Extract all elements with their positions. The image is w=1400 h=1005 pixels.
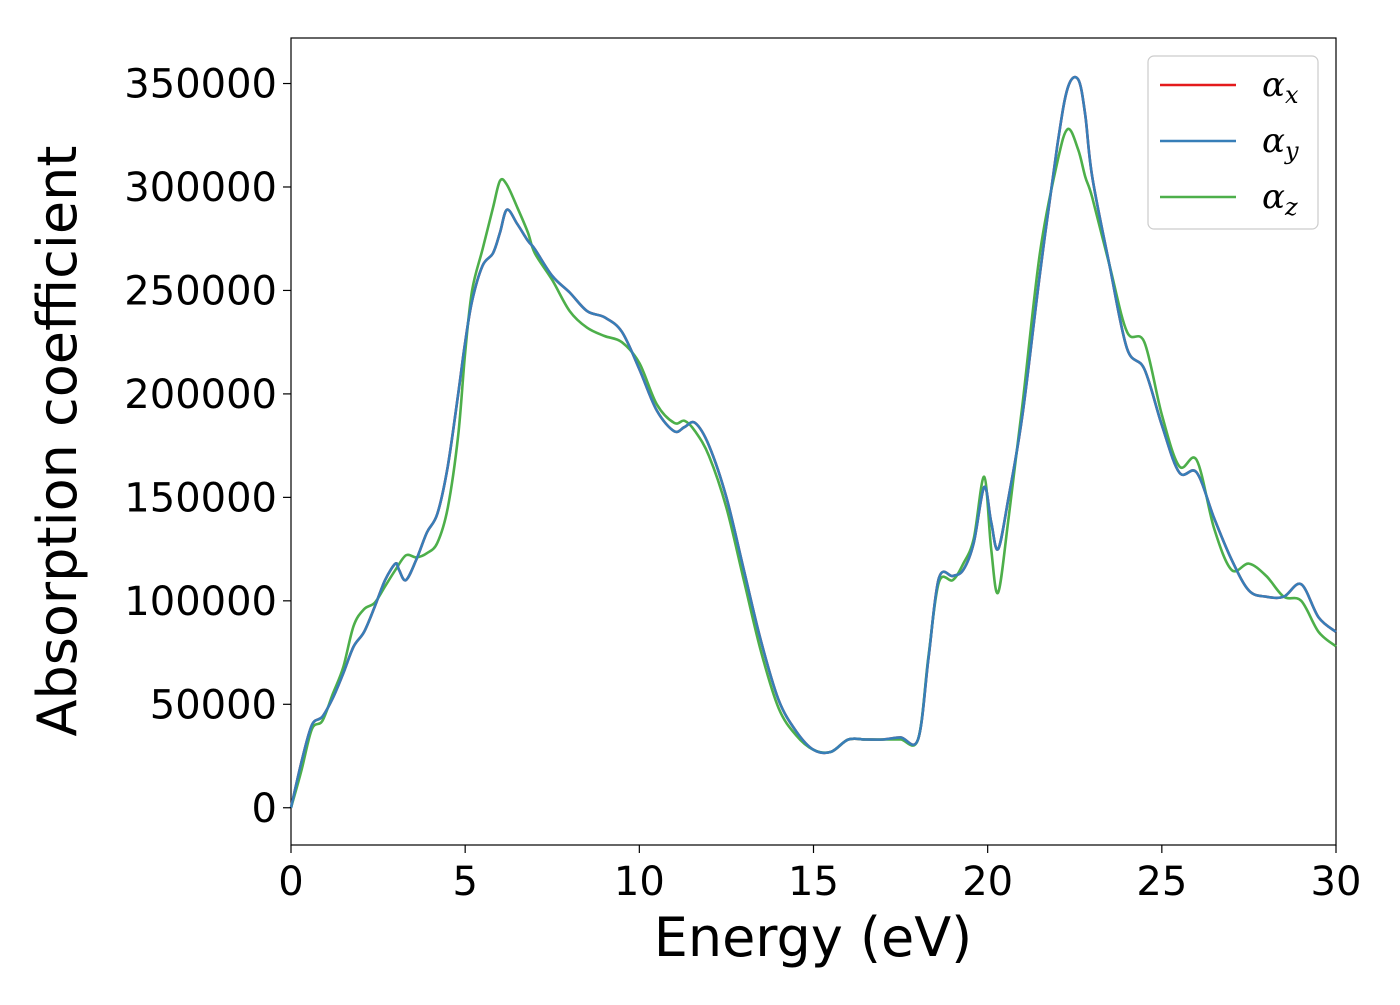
y-tick-label: 250000 [124,268,277,314]
y-tick-label: 300000 [124,165,277,211]
x-axis-label: Energy (eV) [654,906,973,969]
legend-label-z: αz [1262,177,1298,221]
y-tick-label: 350000 [124,62,277,108]
x-tick-label: 5 [452,859,477,905]
series-lines [289,75,1337,809]
y-axis-label: Absorption coefficient [26,146,89,737]
x-tick-label: 15 [788,859,839,905]
y-tick-label: 100000 [124,579,277,625]
x-axis-ticks: 0 5 10 15 20 25 30 [278,845,1361,905]
series-line-y [289,75,1337,809]
x-tick-label: 0 [278,859,303,905]
legend-box [1147,55,1319,230]
legend: αx αy αz [1147,55,1319,230]
y-tick-label: 200000 [124,372,277,418]
y-axis-ticks: 0 50000 100000 150000 200000 250000 300000 3500… [124,62,291,832]
y-tick-label: 50000 [150,682,277,728]
legend-label-y: αy [1262,121,1299,165]
x-tick-label: 20 [962,859,1013,905]
x-tick-label: 10 [614,859,665,905]
legend-label-x: αx [1262,65,1299,109]
y-tick-label: 150000 [124,475,277,521]
y-tick-label: 0 [252,786,277,832]
x-tick-label: 25 [1136,859,1187,905]
x-tick-label: 30 [1311,859,1362,905]
